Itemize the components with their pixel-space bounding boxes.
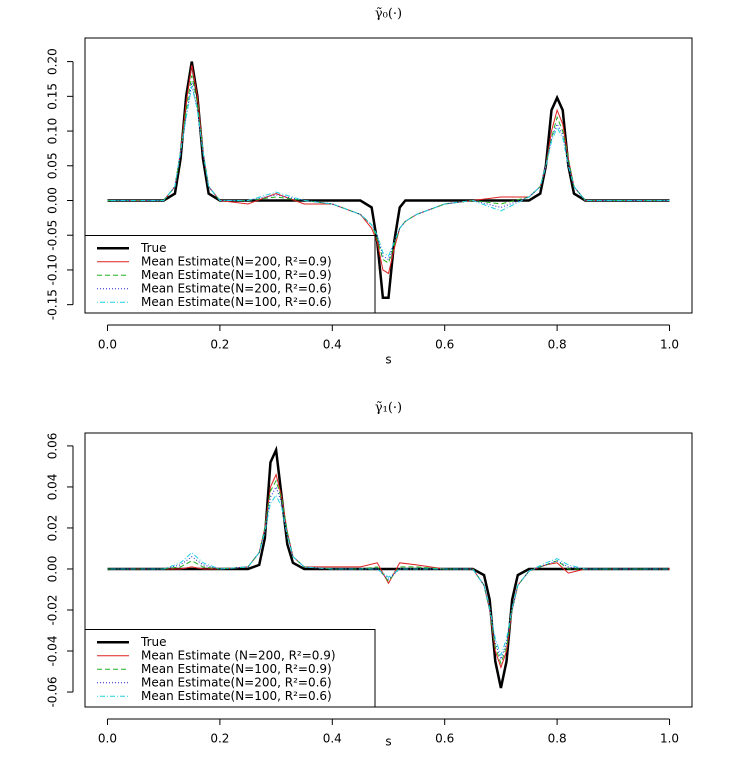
x-tick-label: 0.4	[323, 732, 342, 746]
y-tick-label: -0.05	[46, 220, 60, 251]
y-tick-label: 0.10	[46, 118, 60, 145]
series-line	[107, 485, 670, 661]
x-tick-label: 0.8	[548, 732, 567, 746]
legend-label: Mean Estimate(N=100, R²=0.6)	[141, 295, 332, 309]
x-tick-label: 1.0	[660, 732, 679, 746]
y-tick-label: 0.06	[46, 433, 60, 460]
x-tick-label: 0.6	[435, 732, 454, 746]
chart-title: γ̃₁(·)	[375, 401, 402, 416]
x-tick-label: 0.6	[435, 338, 454, 352]
y-tick-label: 0.05	[46, 152, 60, 179]
series-line	[107, 64, 670, 275]
y-tick-label: -0.04	[46, 635, 60, 666]
series-line	[107, 85, 670, 257]
y-tick-label: -0.15	[46, 289, 60, 320]
x-tick-label: 0.0	[98, 338, 117, 352]
series-line	[107, 82, 670, 261]
x-tick-label: 0.4	[323, 338, 342, 352]
y-tick-label: 0.20	[46, 48, 60, 75]
y-tick-label: -0.02	[46, 594, 60, 625]
x-tick-label: 0.2	[210, 732, 229, 746]
y-tick-label: 0.00	[46, 187, 60, 214]
x-tick-label: 0.8	[548, 338, 567, 352]
legend-label: Mean Estimate(N=200, R²=0.9)	[141, 254, 332, 268]
legend-label: True	[140, 241, 167, 255]
plot-frame	[84, 432, 693, 708]
y-tick-label: 0.00	[46, 556, 60, 583]
y-tick-label: 0.02	[46, 515, 60, 542]
legend-label: Mean Estimate(N=100, R²=0.6)	[141, 689, 332, 703]
x-tick-label: 1.0	[660, 338, 679, 352]
series-line	[107, 479, 670, 665]
series-line	[107, 75, 670, 264]
y-tick-label: 0.04	[46, 474, 60, 501]
x-tick-label: 0.2	[210, 338, 229, 352]
x-tick-label: 0.0	[98, 732, 117, 746]
legend-label: True	[140, 635, 167, 649]
legend-label: Mean Estimate(N=100, R²=0.9)	[141, 268, 332, 282]
legend-label: Mean Estimate(N=200, R²=0.6)	[141, 675, 332, 689]
legend-box	[84, 629, 376, 708]
x-axis-label: s	[385, 353, 391, 367]
y-tick-label: -0.06	[46, 676, 60, 707]
y-tick-label: -0.10	[46, 254, 60, 285]
legend-label: Mean Estimate(N=200, R²=0.6)	[141, 281, 332, 295]
legend-label: Mean Estimate (N=200, R²=0.9)	[141, 648, 336, 662]
legend-box	[84, 235, 376, 314]
plot-frame	[84, 37, 693, 314]
legend-label: Mean Estimate(N=100, R²=0.9)	[141, 662, 332, 676]
series-line	[107, 445, 670, 689]
chart-title: γ̃₀(·)	[375, 7, 402, 22]
series-line	[107, 494, 670, 657]
y-tick-label: 0.15	[46, 83, 60, 110]
x-axis-label: s	[385, 735, 391, 749]
